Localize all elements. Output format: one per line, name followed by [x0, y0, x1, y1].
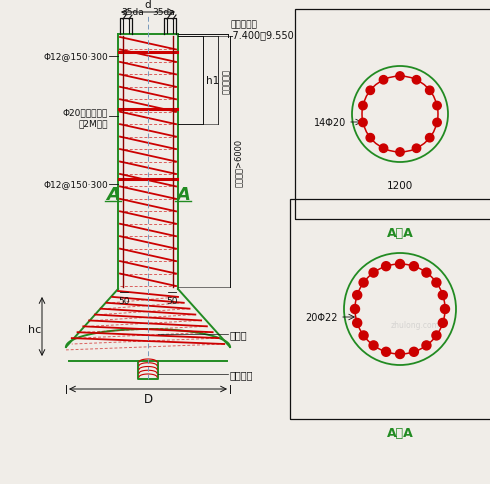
Text: h1: h1: [206, 76, 219, 86]
Circle shape: [432, 331, 441, 340]
Text: A: A: [176, 186, 190, 204]
Text: 35da: 35da: [121, 8, 144, 17]
Text: 1000: 1000: [387, 0, 413, 1]
Text: d: d: [145, 0, 151, 10]
Circle shape: [441, 305, 449, 314]
Text: 35da: 35da: [152, 8, 175, 17]
Circle shape: [353, 291, 362, 300]
Circle shape: [359, 119, 367, 127]
Text: 50: 50: [118, 297, 130, 306]
Circle shape: [425, 87, 434, 95]
Text: Φ12@150·300: Φ12@150·300: [43, 52, 108, 61]
Circle shape: [438, 291, 447, 300]
Circle shape: [422, 341, 431, 350]
Text: -7.400～9.550: -7.400～9.550: [230, 30, 295, 40]
Text: A－A: A－A: [387, 426, 414, 439]
Circle shape: [359, 102, 367, 110]
Circle shape: [379, 76, 388, 85]
Circle shape: [422, 269, 431, 277]
Text: A: A: [106, 186, 120, 204]
Circle shape: [353, 319, 362, 328]
Text: 扨2M一道: 扨2M一道: [78, 119, 108, 128]
Text: zhulong.com: zhulong.com: [391, 320, 440, 329]
Circle shape: [425, 134, 434, 143]
Text: 桦底标高: 桦底标高: [230, 369, 253, 379]
Circle shape: [412, 76, 421, 85]
Bar: [295, 10, 490, 220]
Circle shape: [382, 348, 391, 357]
Text: 14Φ20: 14Φ20: [314, 118, 346, 128]
Circle shape: [410, 348, 418, 357]
Circle shape: [438, 319, 447, 328]
Text: Φ20焊接加筐筋: Φ20焊接加筐筋: [63, 108, 108, 117]
Circle shape: [382, 262, 391, 271]
Text: Φ12@150·300: Φ12@150·300: [43, 180, 108, 189]
Circle shape: [359, 278, 368, 287]
Circle shape: [432, 278, 441, 287]
Circle shape: [396, 149, 404, 157]
Text: 边缘长度>6000: 边缘长度>6000: [234, 138, 243, 186]
Text: 桦顶标高从: 桦顶标高从: [230, 20, 257, 30]
Text: 1200: 1200: [387, 181, 413, 191]
Circle shape: [396, 73, 404, 81]
Circle shape: [412, 145, 421, 153]
Circle shape: [366, 87, 374, 95]
Circle shape: [433, 119, 441, 127]
Circle shape: [395, 260, 405, 269]
Circle shape: [369, 269, 378, 277]
Text: A－A: A－A: [387, 227, 414, 240]
Circle shape: [366, 134, 374, 143]
Text: 20Φ22: 20Φ22: [305, 312, 338, 322]
Text: D: D: [144, 392, 152, 405]
Circle shape: [395, 350, 405, 359]
Bar: [290, 199, 490, 419]
Circle shape: [410, 262, 418, 271]
Circle shape: [379, 145, 388, 153]
Circle shape: [369, 341, 378, 350]
Text: 持力层: 持力层: [230, 329, 247, 339]
Text: 50: 50: [166, 297, 178, 306]
Text: 安装检验区: 安装检验区: [222, 68, 231, 93]
Circle shape: [433, 102, 441, 110]
Circle shape: [359, 331, 368, 340]
Circle shape: [350, 305, 360, 314]
Text: hc: hc: [28, 324, 42, 334]
